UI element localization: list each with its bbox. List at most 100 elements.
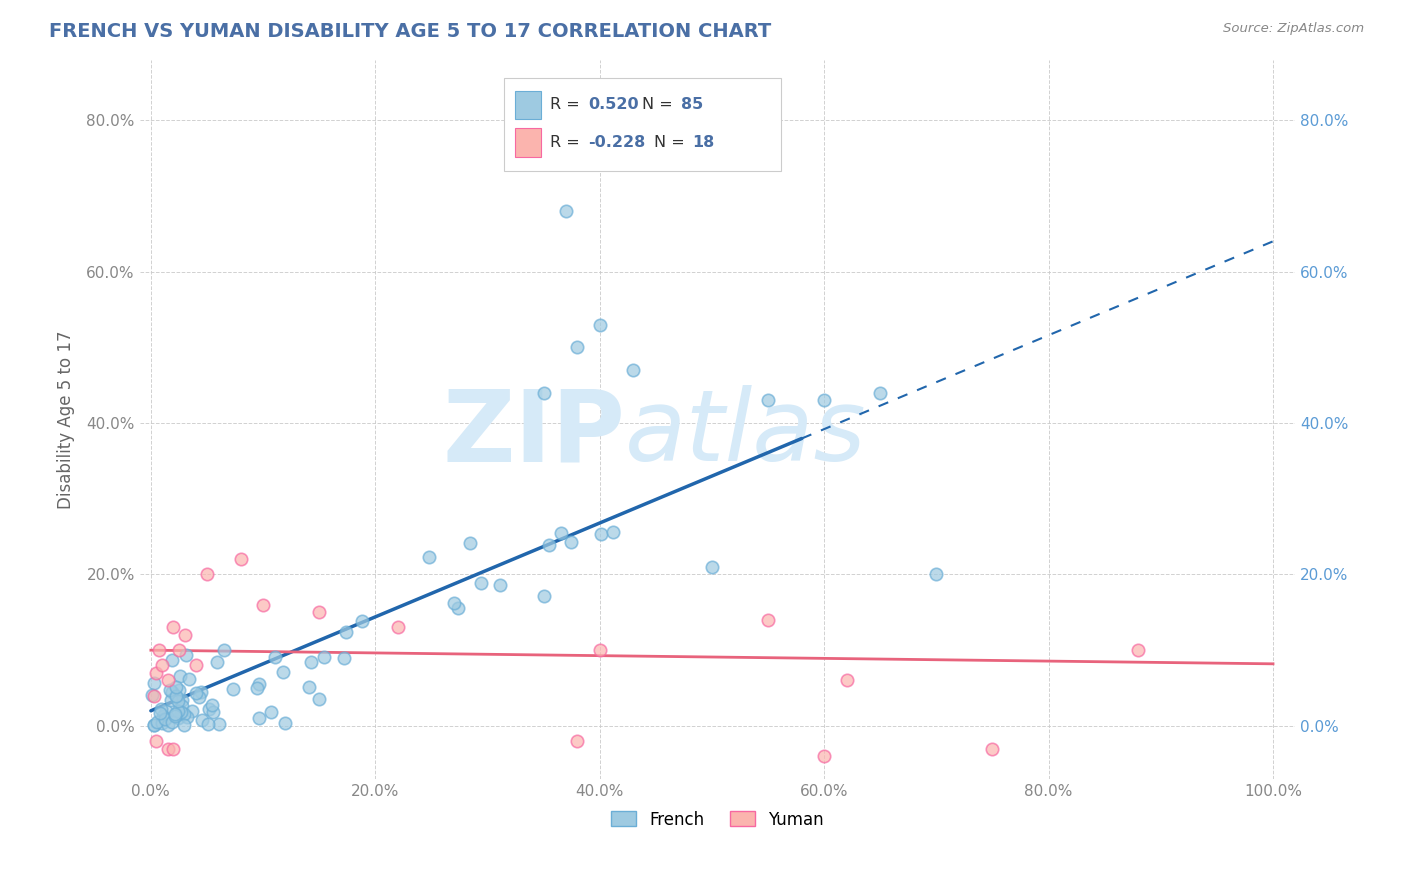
Point xyxy=(160,684,183,698)
Point xyxy=(153,710,176,724)
Text: -0.228: -0.228 xyxy=(588,135,645,150)
Point xyxy=(621,363,644,377)
Point xyxy=(150,658,173,673)
Point xyxy=(247,677,270,691)
Point xyxy=(169,669,191,683)
Point xyxy=(700,560,723,574)
Point xyxy=(191,713,214,727)
Point xyxy=(188,690,211,705)
Point xyxy=(165,680,187,694)
Point xyxy=(173,718,195,732)
Point xyxy=(387,620,409,634)
Point xyxy=(172,693,194,707)
Text: N =: N = xyxy=(654,135,690,150)
Point xyxy=(181,704,204,718)
Point xyxy=(813,749,835,764)
Point xyxy=(308,605,330,619)
Point xyxy=(550,526,572,541)
FancyBboxPatch shape xyxy=(515,128,541,157)
Point xyxy=(143,718,166,732)
Point xyxy=(299,655,322,669)
Point xyxy=(264,650,287,665)
Text: R =: R = xyxy=(550,97,585,112)
Point xyxy=(308,691,330,706)
Point xyxy=(458,535,481,549)
Point xyxy=(166,690,188,705)
Point xyxy=(260,705,283,719)
Point xyxy=(156,718,179,732)
Point xyxy=(163,709,186,723)
Point xyxy=(446,601,468,615)
Point xyxy=(155,712,177,726)
Point xyxy=(141,688,163,702)
Point xyxy=(160,715,183,730)
Point xyxy=(143,717,166,731)
Point xyxy=(591,527,613,541)
Point xyxy=(200,698,222,712)
Point xyxy=(205,656,228,670)
Point xyxy=(1128,643,1150,657)
Point xyxy=(173,706,195,721)
Point xyxy=(567,734,589,748)
Point xyxy=(221,682,243,697)
Text: N =: N = xyxy=(643,97,678,112)
Point xyxy=(470,575,492,590)
Point xyxy=(149,706,172,721)
Point xyxy=(247,711,270,725)
Point xyxy=(229,552,252,566)
Point xyxy=(312,649,335,664)
Point xyxy=(176,710,198,724)
Point xyxy=(271,665,294,680)
Point xyxy=(173,628,195,642)
Point xyxy=(533,589,555,603)
Point xyxy=(162,620,184,634)
Point xyxy=(202,706,225,720)
Point xyxy=(197,717,219,731)
Point xyxy=(195,567,218,582)
Point xyxy=(160,693,183,707)
Point xyxy=(835,673,858,688)
Point xyxy=(869,385,891,400)
Point xyxy=(567,340,589,354)
FancyBboxPatch shape xyxy=(503,78,782,171)
Point xyxy=(148,643,170,657)
Point xyxy=(756,393,779,408)
Point xyxy=(197,702,219,716)
Text: R =: R = xyxy=(550,135,585,150)
Point xyxy=(163,706,186,721)
Point xyxy=(274,715,297,730)
Point xyxy=(152,709,174,723)
Point xyxy=(418,550,440,565)
Point xyxy=(533,385,555,400)
Point xyxy=(488,578,510,592)
Point xyxy=(177,672,200,686)
Point xyxy=(589,643,612,657)
Point xyxy=(184,686,207,700)
Point xyxy=(602,525,624,540)
Point xyxy=(538,538,561,552)
Point xyxy=(142,676,165,690)
Text: atlas: atlas xyxy=(626,385,866,483)
Point xyxy=(150,715,173,730)
Point xyxy=(162,653,184,667)
Point xyxy=(174,648,197,663)
Point xyxy=(145,734,167,748)
Point xyxy=(925,567,948,582)
Point xyxy=(246,681,269,695)
Point xyxy=(170,698,193,713)
Point xyxy=(443,596,465,610)
Text: FRENCH VS YUMAN DISABILITY AGE 5 TO 17 CORRELATION CHART: FRENCH VS YUMAN DISABILITY AGE 5 TO 17 C… xyxy=(49,22,772,41)
Text: 18: 18 xyxy=(692,135,714,150)
Point xyxy=(143,689,166,703)
Point xyxy=(756,613,779,627)
Text: ZIP: ZIP xyxy=(443,385,626,483)
Point xyxy=(159,682,181,697)
Point xyxy=(555,204,578,219)
Point xyxy=(150,702,173,716)
Point xyxy=(167,682,190,697)
FancyBboxPatch shape xyxy=(515,90,541,120)
Point xyxy=(167,643,190,657)
Point xyxy=(190,685,212,699)
Point xyxy=(167,710,190,724)
Point xyxy=(184,658,207,673)
